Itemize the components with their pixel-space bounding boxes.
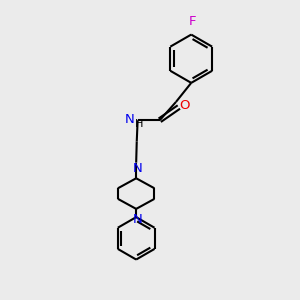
Text: F: F bbox=[188, 15, 196, 28]
Text: O: O bbox=[179, 99, 189, 112]
Text: N: N bbox=[124, 112, 134, 126]
Text: H: H bbox=[135, 119, 143, 129]
Text: N: N bbox=[133, 213, 142, 226]
Text: N: N bbox=[133, 162, 142, 175]
